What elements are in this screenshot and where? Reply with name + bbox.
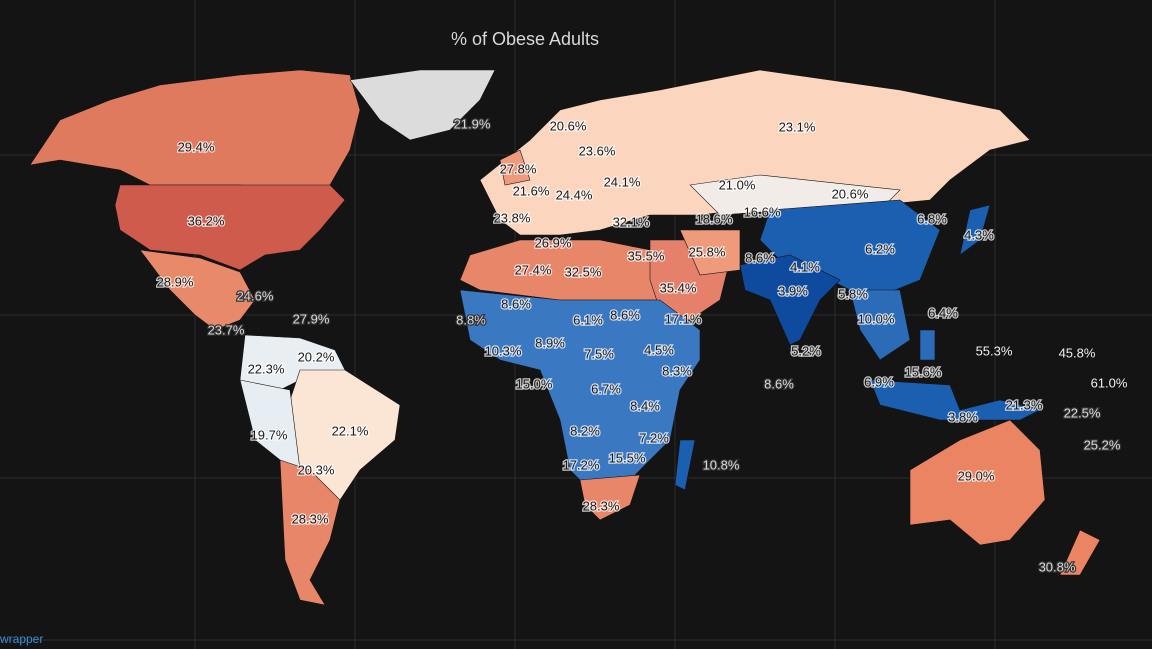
value-label: 20.3% xyxy=(298,462,335,477)
value-label: 21.0% xyxy=(719,177,756,192)
value-label: 22.5% xyxy=(1064,405,1101,420)
value-label: 8.6% xyxy=(610,307,640,322)
value-label: 28.3% xyxy=(583,498,620,513)
value-label: 6.8% xyxy=(917,211,947,226)
value-label: 32.1% xyxy=(613,214,650,229)
value-label: 25.2% xyxy=(1084,437,1121,452)
value-label: 21.3% xyxy=(1006,397,1043,412)
value-label: 10.0% xyxy=(858,311,895,326)
value-label: 20.6% xyxy=(832,186,869,201)
value-label: 19.7% xyxy=(251,427,288,442)
value-label: 15.5% xyxy=(609,450,646,465)
japan xyxy=(959,204,991,256)
value-label: 23.7% xyxy=(208,322,245,337)
value-label: 6.9% xyxy=(864,374,894,389)
value-label: 24.4% xyxy=(556,187,593,202)
value-label: 3.8% xyxy=(948,409,978,424)
value-label: 22.3% xyxy=(248,361,285,376)
value-label: 17.2% xyxy=(563,457,600,472)
value-label: 6.1% xyxy=(573,312,603,327)
value-label: 5.2% xyxy=(791,343,821,358)
value-label: 21.9% xyxy=(454,116,491,131)
value-label: 61.0% xyxy=(1091,375,1128,390)
value-label: 24.6% xyxy=(237,288,274,303)
value-label: 10.8% xyxy=(703,457,740,472)
value-label: 21.6% xyxy=(513,183,550,198)
value-label: 24.1% xyxy=(604,174,641,189)
new-zealand xyxy=(1059,529,1101,576)
value-label: 15.6% xyxy=(905,364,942,379)
value-label: 29.0% xyxy=(958,468,995,483)
value-label: 55.3% xyxy=(976,343,1013,358)
value-label: 16.6% xyxy=(744,204,781,219)
value-label: 8.6% xyxy=(764,376,794,391)
value-label: 27.4% xyxy=(515,262,552,277)
value-label: 36.2% xyxy=(188,213,225,228)
value-label: 8.9% xyxy=(535,335,565,350)
value-label: 25.8% xyxy=(689,244,726,259)
value-label: 22.1% xyxy=(332,423,369,438)
western-south-america xyxy=(239,379,301,471)
value-label: 23.6% xyxy=(579,143,616,158)
madagascar xyxy=(674,439,696,491)
value-label: 5.8% xyxy=(838,286,868,301)
value-label: 8.6% xyxy=(745,250,775,265)
land xyxy=(29,69,1101,606)
value-label: 8.4% xyxy=(630,398,660,413)
indonesia xyxy=(869,379,1041,421)
philippines xyxy=(919,329,936,361)
value-label: 26.9% xyxy=(535,235,572,250)
value-label: 6.2% xyxy=(865,241,895,256)
map-title: % of Obese Adults xyxy=(451,29,599,49)
value-label: 27.8% xyxy=(500,161,537,176)
value-label: 10.3% xyxy=(485,343,522,358)
value-label: 30.8% xyxy=(1039,559,1076,574)
value-label: 45.8% xyxy=(1059,345,1096,360)
australia xyxy=(909,419,1046,546)
value-label: 6.7% xyxy=(591,381,621,396)
value-label: 8.8% xyxy=(456,312,486,327)
value-label: 28.3% xyxy=(292,511,329,526)
value-label: 8.2% xyxy=(570,423,600,438)
southeast-asia xyxy=(849,289,911,361)
south-africa xyxy=(579,474,641,521)
value-label: 18.6% xyxy=(696,211,733,226)
value-label: 35.4% xyxy=(660,280,697,295)
mexico xyxy=(139,249,256,331)
usa xyxy=(114,184,346,271)
india xyxy=(739,254,841,346)
value-label: 23.1% xyxy=(779,119,816,134)
value-label: 23.8% xyxy=(494,210,531,225)
value-label: 8.6% xyxy=(501,296,531,311)
greenland xyxy=(349,69,496,141)
value-label: 4.1% xyxy=(790,259,820,274)
canada xyxy=(29,69,361,191)
value-label: 7.2% xyxy=(639,430,669,445)
iran xyxy=(679,229,741,276)
value-label: 32.5% xyxy=(565,264,602,279)
uk xyxy=(499,149,531,186)
value-label: 8.3% xyxy=(662,363,692,378)
value-label: 35.5% xyxy=(628,248,665,263)
value-label: 20.2% xyxy=(298,349,335,364)
value-label: 15.0% xyxy=(516,376,553,391)
value-label: 29.4% xyxy=(178,139,215,154)
value-label: 17.1% xyxy=(665,311,702,326)
credit: wrapper xyxy=(0,632,43,646)
value-label: 20.6% xyxy=(550,118,587,133)
value-label: 6.4% xyxy=(928,305,958,320)
value-label: 28.9% xyxy=(157,274,194,289)
value-label: 3.9% xyxy=(778,283,808,298)
value-label: 7.5% xyxy=(584,346,614,361)
southern-cone xyxy=(279,459,341,606)
value-label: 4.3% xyxy=(964,227,994,242)
value-label: 27.9% xyxy=(293,311,330,326)
value-label: 4.5% xyxy=(644,342,674,357)
